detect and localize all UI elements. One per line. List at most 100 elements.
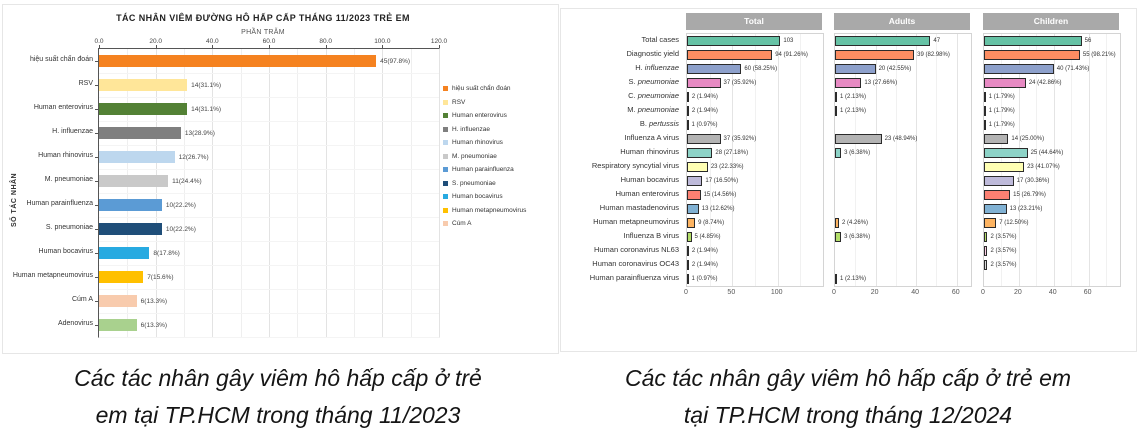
bar-value-label: 23 (22.33%) — [710, 164, 744, 170]
bar-value-label: 45(97.8%) — [380, 58, 411, 65]
category-label-text: S. — [628, 77, 638, 86]
gridline-horizontal — [99, 289, 439, 290]
bar-segment — [687, 260, 689, 270]
bar-segment — [835, 134, 882, 144]
y-tick-mark — [95, 157, 98, 158]
x-tick-label: 0 — [684, 289, 688, 296]
bar-segment — [984, 134, 1009, 144]
legend-item: Human bocavirus — [443, 193, 555, 201]
gridline-horizontal — [99, 265, 439, 266]
gridline-vertical — [1053, 34, 1055, 286]
bar-segment — [984, 36, 1082, 46]
category-label-species: pneumoniae — [637, 105, 679, 114]
gridline-horizontal — [99, 217, 439, 218]
bar-value-label: 37 (35.92%) — [723, 80, 757, 86]
category-label: Human coronavirus OC43 — [561, 260, 679, 268]
legend-item: Human metapneumovirus — [443, 207, 555, 215]
y-tick-mark — [95, 85, 98, 86]
bar-segment — [984, 92, 986, 102]
legend-item: Human rhinovirus — [443, 139, 555, 147]
x-tick-label: 80.0 — [319, 38, 332, 45]
gridline-vertical — [1036, 34, 1038, 286]
bar-value-label: 94 (91.26%) — [775, 52, 808, 58]
legend-item: M. pneumoniae — [443, 153, 555, 161]
category-label: H. influenzae — [561, 64, 679, 72]
right-chart-facet-panels: Total 103 94 (91.26%) 60 (58.25%) 37 (35.92%… — [561, 9, 1136, 309]
bar-segment — [687, 232, 692, 242]
category-label: RSV — [78, 80, 93, 87]
bar-value-label: 60 (58.25%) — [744, 66, 778, 72]
category-label: Total cases — [561, 36, 679, 44]
x-tick-label: 20 — [1013, 289, 1022, 296]
legend-swatch-icon — [443, 126, 448, 132]
category-label-species: pertussis — [648, 119, 679, 128]
bar-segment — [687, 50, 773, 60]
legend-swatch-icon — [443, 221, 448, 226]
legend-label: M. pneumoniae — [452, 152, 497, 160]
bar-value-label: 39 (82.98%) — [917, 52, 950, 58]
category-label: Human bocavirus — [38, 248, 93, 255]
x-tick-label: 40.0 — [206, 38, 219, 45]
gridline-horizontal — [99, 145, 439, 146]
category-label: Influenza B virus — [561, 232, 679, 240]
bar-value-label: 12(26.7%) — [178, 154, 209, 161]
bar-segment — [99, 127, 181, 139]
bar-segment — [984, 204, 1007, 214]
bar-segment — [835, 274, 838, 284]
bar-segment — [687, 190, 701, 200]
left-chart-legend: hiệu suất chẩn đoán RSV Human enterovirus H… — [443, 85, 555, 234]
category-label-text: C. — [628, 91, 638, 100]
legend-label: Human parainfluenza — [452, 166, 514, 173]
bar-value-label: 56 — [1084, 38, 1092, 44]
legend-item: S. pneumoniae — [443, 180, 555, 188]
bar-value-label: 1 (1.79%) — [988, 122, 1015, 128]
y-tick-mark — [95, 205, 98, 206]
gridline-vertical — [956, 34, 958, 286]
bar-value-label: 2 (1.94%) — [691, 262, 718, 268]
gridline-vertical — [1001, 34, 1003, 286]
gridline-horizontal — [99, 169, 439, 170]
category-label-text: Human bocavirus — [620, 175, 679, 184]
gridline-vertical — [916, 34, 918, 286]
legend-label: Cúm A — [452, 220, 472, 227]
bar-value-label: 2 (1.94%) — [691, 248, 718, 254]
bar-segment — [99, 103, 188, 115]
x-tick-label: 40 — [911, 289, 920, 296]
bar-segment — [687, 218, 696, 228]
legend-item: Cúm A — [443, 220, 555, 228]
bar-segment — [984, 176, 1014, 186]
bar-segment — [99, 295, 137, 307]
bar-segment — [835, 36, 931, 46]
x-tick-label: 40 — [1048, 289, 1057, 296]
legend-label: Human enterovirus — [452, 112, 507, 119]
bar-segment — [984, 162, 1025, 172]
bar-segment — [687, 106, 689, 116]
bar-value-label: 37 (35.92%) — [723, 136, 757, 142]
bar-value-label: 7(15.6%) — [147, 274, 174, 281]
bar-value-label: 13 (27.66%) — [864, 80, 898, 86]
bar-segment — [835, 148, 842, 158]
legend-label: hiệu suất chẩn đoán — [452, 85, 511, 92]
bar-segment — [984, 78, 1026, 88]
category-label: M. pneumoniae — [561, 106, 679, 114]
category-label-text: Human mastadenovirus — [599, 203, 679, 212]
bar-value-label: 6(13.3%) — [140, 298, 168, 305]
category-label-text: Human parainfluenza virus — [589, 273, 679, 282]
category-label: Diagnostic yield — [561, 50, 679, 58]
bar-value-label: 3 (6.38%) — [844, 150, 871, 156]
legend-label: RSV — [452, 98, 466, 106]
facet-plot-area: 56 55 (98.21%) 40 (71.43%) 24 (42.86%) 1 (1.… — [983, 33, 1121, 287]
bar-value-label: 2 (4.26%) — [842, 220, 869, 226]
right-chart-category-labels: Total cases Diagnostic yield H. influenzae… — [561, 33, 684, 285]
legend-swatch-icon — [443, 140, 448, 145]
x-tick-label: 100.0 — [374, 38, 391, 45]
bar-segment — [984, 64, 1054, 74]
bar-segment — [99, 247, 150, 259]
gridline-vertical — [855, 34, 857, 286]
legend-item: hiệu suất chẩn đoán — [443, 85, 555, 93]
left-chart: TÁC NHÂN VIÊM ĐƯỜNG HÔ HẤP CẤP THÁNG 11/… — [2, 4, 559, 354]
right-caption: Các tác nhân gây viêm hô hấp cấp ở trẻ e… — [624, 365, 1072, 428]
legend-swatch-icon — [443, 194, 448, 199]
left-chart-category-labels: hiệu suất chẩn đoán RSV Human enterovirus H… — [3, 48, 97, 336]
